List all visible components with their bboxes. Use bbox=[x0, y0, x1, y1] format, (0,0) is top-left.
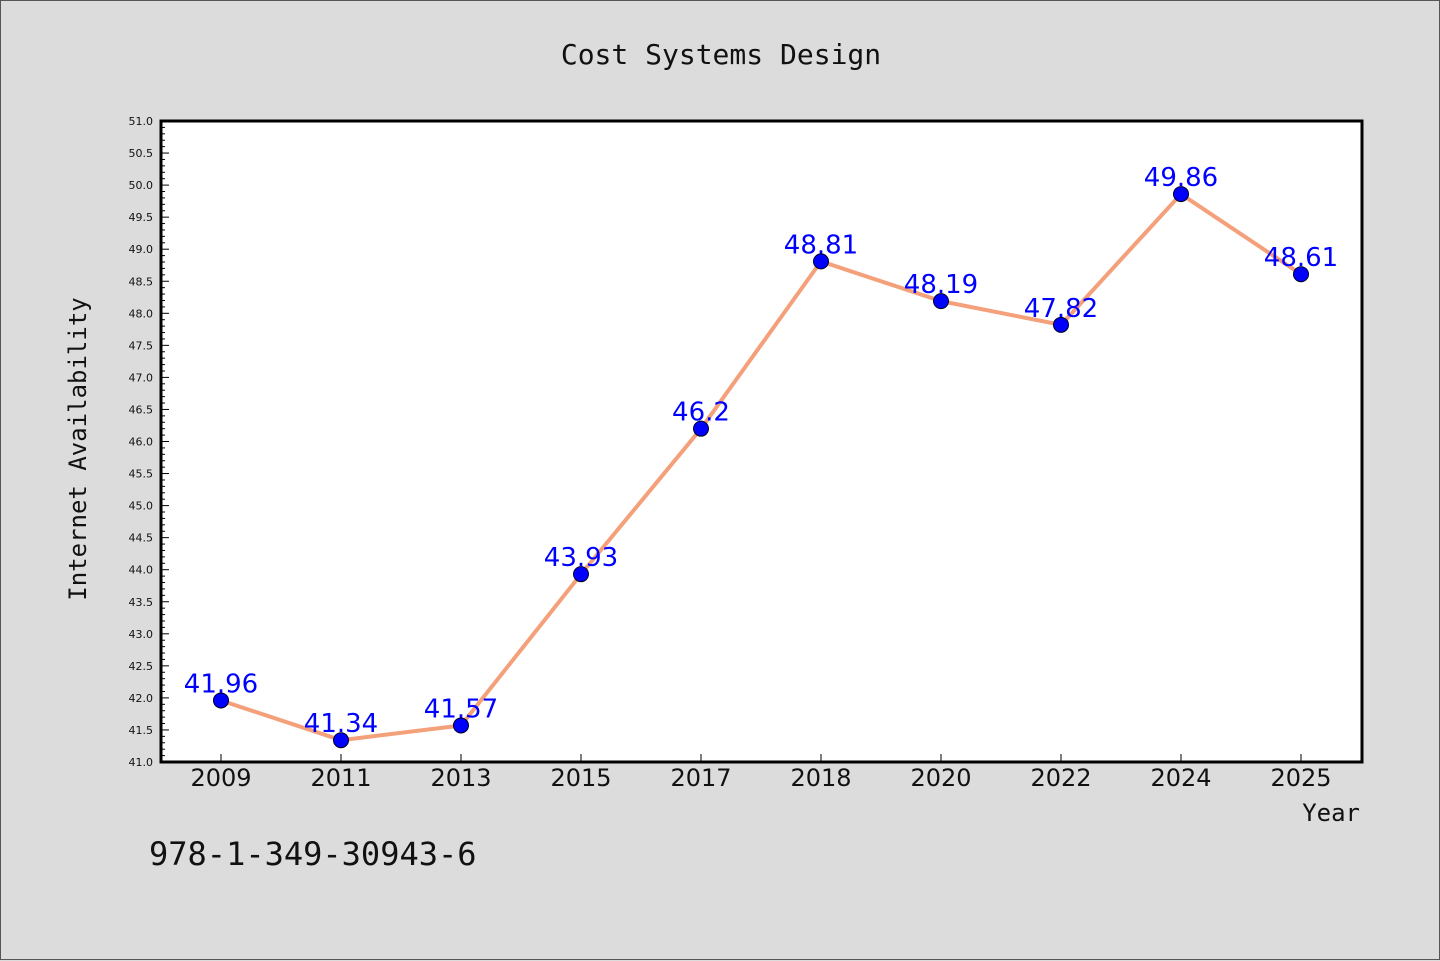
y-axis-label: Internet Availability bbox=[64, 297, 92, 600]
plot-area bbox=[159, 119, 1364, 764]
chart-title: Cost Systems Design bbox=[561, 38, 881, 71]
data-label: 48.81 bbox=[784, 230, 858, 260]
data-labels: 41.96 41.34 41.57 43.93 46.2 48.81 48.19 47.82 4… bbox=[184, 163, 1338, 739]
y-tick-label: 41.0 bbox=[129, 756, 154, 769]
x-tick-label: 2017 bbox=[670, 764, 731, 792]
y-tick-label: 44.0 bbox=[129, 564, 154, 577]
y-tick-label: 43.5 bbox=[129, 596, 154, 609]
y-tick-label: 43.0 bbox=[129, 628, 154, 641]
y-tick-label: 42.0 bbox=[129, 692, 154, 705]
x-tick-label: 2009 bbox=[190, 764, 251, 792]
x-tick-label: 2018 bbox=[790, 764, 851, 792]
x-tick-label: 2013 bbox=[430, 764, 491, 792]
y-tick-label: 47.0 bbox=[129, 371, 154, 384]
y-tick-label: 45.5 bbox=[129, 468, 154, 481]
data-point bbox=[1053, 316, 1069, 333]
data-point bbox=[333, 732, 349, 749]
x-tick-label: 2015 bbox=[550, 764, 611, 792]
x-tick-label: 2020 bbox=[910, 764, 971, 792]
data-label: 41.57 bbox=[424, 694, 498, 724]
data-points bbox=[213, 186, 1309, 749]
y-tick-label: 50.5 bbox=[129, 147, 154, 160]
data-label: 46.2 bbox=[672, 398, 730, 428]
footer-code: 978-1-349-30943-6 bbox=[149, 835, 477, 873]
data-point bbox=[933, 293, 949, 310]
x-tick-label: 2025 bbox=[1270, 764, 1331, 792]
y-tick-label: 48.5 bbox=[129, 275, 154, 288]
y-tick-label: 49.0 bbox=[129, 243, 154, 256]
series-line-group bbox=[219, 192, 1303, 743]
y-tick-label: 45.0 bbox=[129, 500, 154, 513]
x-tick-label: 2011 bbox=[310, 764, 371, 792]
data-point bbox=[213, 692, 229, 709]
data-label: 48.61 bbox=[1264, 243, 1338, 273]
data-label: 49.86 bbox=[1144, 163, 1218, 193]
y-tick-label: 49.5 bbox=[129, 211, 154, 224]
data-point bbox=[1293, 266, 1309, 283]
data-label: 41.96 bbox=[184, 669, 258, 699]
data-label: 48.19 bbox=[904, 270, 978, 300]
data-point bbox=[813, 253, 829, 270]
y-tick-label: 50.0 bbox=[129, 179, 154, 192]
x-axis: 2009 2011 2013 2015 2017 2018 2020 2022 2024 2025 bbox=[190, 754, 1332, 792]
x-tick-label: 2024 bbox=[1150, 764, 1211, 792]
y-tick-label: 51.0 bbox=[129, 115, 154, 128]
y-tick-label: 41.5 bbox=[129, 724, 154, 737]
data-point bbox=[453, 717, 469, 734]
x-tick-label: 2022 bbox=[1030, 764, 1091, 792]
y-tick-label: 48.0 bbox=[129, 307, 154, 320]
y-tick-label: 47.5 bbox=[129, 339, 154, 352]
y-axis: 41.0 41.5 42.0 42.5 43.0 43.5 44.0 44.5 45.0 45.5… bbox=[129, 115, 169, 769]
data-point bbox=[573, 566, 589, 583]
y-tick-label: 42.5 bbox=[129, 660, 154, 673]
series-line bbox=[219, 192, 1303, 743]
y-tick-label: 46.5 bbox=[129, 403, 154, 416]
y-tick-label: 44.5 bbox=[129, 532, 154, 545]
data-point bbox=[1173, 186, 1189, 203]
y-tick-label: 46.0 bbox=[129, 436, 154, 449]
data-label: 43.93 bbox=[544, 543, 618, 573]
x-axis-label: Year bbox=[1302, 799, 1360, 827]
data-point bbox=[693, 420, 709, 437]
data-label: 47.82 bbox=[1024, 294, 1098, 324]
data-label: 41.34 bbox=[304, 709, 378, 739]
